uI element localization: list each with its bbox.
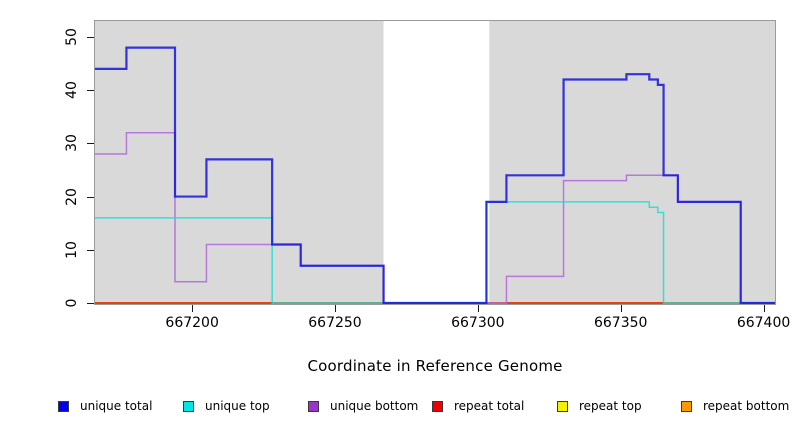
x-tick-mark — [335, 305, 336, 312]
y-tick-label: 40 — [64, 81, 80, 100]
x-tick-label: 667250 — [308, 315, 362, 331]
legend-swatch-icon — [681, 400, 692, 412]
legend-item-unique-top: unique top — [183, 398, 270, 414]
legend-label: repeat top — [579, 399, 642, 413]
y-tick-label: 50 — [64, 28, 80, 46]
legend-item-unique-bottom: unique bottom — [308, 398, 418, 414]
x-tick-label: 667400 — [736, 315, 791, 331]
y-tick-mark — [87, 303, 94, 304]
x-tick-label: 667200 — [165, 315, 219, 331]
plot-area — [94, 20, 776, 305]
x-tick-mark — [192, 305, 194, 312]
masked-region — [383, 21, 490, 304]
x-tick-label: 667350 — [593, 315, 648, 331]
legend-item-repeat-top: repeat top — [557, 398, 642, 414]
legend-swatch-icon — [432, 400, 443, 412]
legend-swatch-icon — [308, 400, 319, 412]
x-tick-mark — [477, 305, 479, 312]
x-axis-title: Coordinate in Reference Genome — [307, 357, 563, 375]
y-tick-mark — [87, 90, 94, 92]
legend-label: repeat bottom — [703, 399, 790, 413]
legend-swatch-icon — [183, 400, 194, 412]
y-tick-mark — [87, 196, 94, 198]
legend-label: unique total — [80, 399, 153, 413]
y-tick-label: 0 — [64, 298, 80, 308]
y-tick-label: 30 — [64, 134, 80, 153]
y-tick-label: 10 — [64, 240, 80, 259]
x-tick-mark — [620, 305, 622, 312]
legend-label: repeat total — [454, 399, 525, 413]
y-tick-mark — [87, 36, 94, 38]
y-tick-label: 20 — [64, 187, 80, 206]
legend-swatch-icon — [58, 400, 69, 412]
legend-item-repeat-total: repeat total — [432, 398, 524, 414]
legend-swatch-icon — [557, 400, 568, 412]
series-unique-top — [95, 201, 775, 304]
legend-label: unique top — [205, 399, 270, 413]
x-tick-label: 667300 — [451, 315, 505, 331]
legend-label: unique bottom — [330, 399, 419, 413]
legend: unique total unique top unique bottom repea… — [0, 398, 792, 418]
chart-canvas — [95, 21, 775, 304]
legend-item-unique-total: unique total — [58, 398, 152, 414]
series-unique-total — [95, 46, 775, 304]
y-tick-mark — [87, 143, 94, 145]
y-tick-mark — [87, 249, 94, 251]
legend-item-repeat-bottom: repeat bottom — [681, 398, 789, 414]
x-tick-mark — [763, 305, 765, 312]
